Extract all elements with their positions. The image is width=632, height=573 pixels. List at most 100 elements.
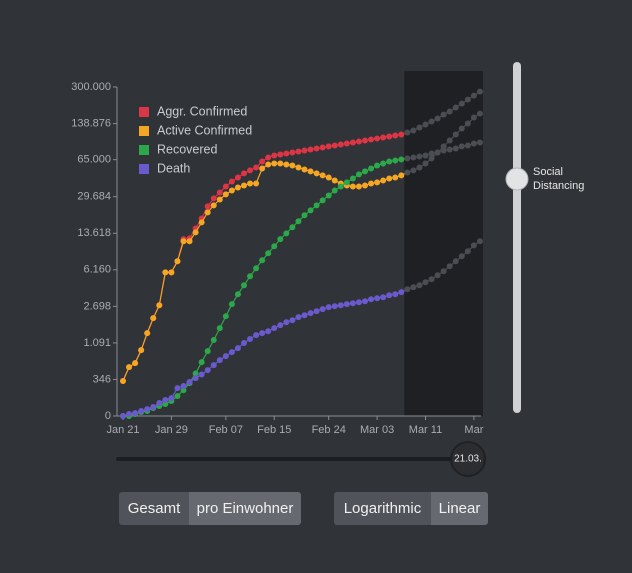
button[interactable]: Logarithmic <box>334 492 431 525</box>
data-point <box>156 400 163 407</box>
data-point <box>144 330 151 337</box>
data-point <box>222 353 229 360</box>
legend-label: Recovered <box>157 142 217 156</box>
data-point <box>174 258 181 265</box>
data-point <box>386 292 393 299</box>
data-point <box>349 300 356 307</box>
data-point <box>301 212 308 219</box>
data-point <box>392 132 399 139</box>
data-point <box>464 142 471 149</box>
data-point <box>422 121 429 128</box>
data-point <box>374 135 381 142</box>
data-point <box>355 183 362 190</box>
data-point <box>289 162 296 169</box>
x-tick-label: Mar <box>464 424 483 436</box>
slider-track <box>513 62 521 413</box>
button[interactable]: pro Einwohner <box>189 492 301 525</box>
x-tick-label: Mar 11 <box>409 424 442 436</box>
data-point <box>319 172 326 179</box>
data-point <box>362 137 368 144</box>
data-point <box>392 174 399 181</box>
data-point <box>452 145 459 152</box>
data-point <box>198 359 205 366</box>
data-point <box>470 114 477 121</box>
data-point <box>210 362 217 369</box>
data-point <box>192 375 199 382</box>
data-point <box>222 313 229 320</box>
data-point <box>337 183 344 190</box>
data-point <box>343 301 350 308</box>
data-point <box>150 404 157 411</box>
data-point <box>307 146 314 153</box>
data-point <box>126 364 133 371</box>
data-point <box>470 92 477 99</box>
data-point <box>428 276 435 283</box>
y-tick-label: 346 <box>93 373 111 385</box>
data-point <box>416 153 423 160</box>
data-point <box>380 134 387 141</box>
data-point <box>355 138 362 145</box>
data-point <box>138 347 145 354</box>
data-point <box>476 110 483 117</box>
data-point <box>325 143 332 150</box>
legend-swatch <box>139 164 149 174</box>
data-point <box>446 108 453 115</box>
data-point <box>277 160 284 167</box>
data-point <box>222 191 229 198</box>
data-point <box>476 139 483 146</box>
data-point <box>464 120 471 127</box>
data-point <box>241 339 247 346</box>
data-point <box>362 298 368 305</box>
data-point <box>452 258 459 265</box>
data-point <box>259 165 266 172</box>
data-point <box>434 272 441 279</box>
data-point <box>277 236 284 243</box>
button[interactable]: Gesamt <box>119 492 189 525</box>
data-point <box>458 143 465 150</box>
y-tick-label: 2.698 <box>83 300 111 312</box>
data-point <box>277 151 284 158</box>
time-knob[interactable] <box>450 441 486 477</box>
slider-knob[interactable] <box>505 167 529 191</box>
data-point <box>204 203 211 210</box>
data-point <box>228 178 235 185</box>
data-point <box>458 125 465 132</box>
data-point <box>283 319 290 326</box>
data-point <box>216 357 223 364</box>
data-point <box>241 282 247 289</box>
data-point <box>410 127 417 134</box>
data-point <box>325 192 332 199</box>
data-point <box>180 383 187 390</box>
data-point <box>440 268 447 275</box>
data-point <box>404 129 411 136</box>
data-point <box>464 96 471 103</box>
data-point <box>277 322 284 329</box>
data-point <box>422 152 429 159</box>
button[interactable]: Linear <box>431 492 488 525</box>
data-point <box>168 269 175 276</box>
data-point <box>132 410 139 417</box>
data-point <box>234 291 241 298</box>
data-point <box>337 302 344 309</box>
data-point <box>126 410 133 417</box>
slider-label: Social Distancing <box>533 166 585 192</box>
data-point <box>283 150 290 157</box>
data-point <box>349 175 356 182</box>
data-point <box>265 154 272 161</box>
data-point <box>368 296 375 303</box>
data-point <box>271 160 278 167</box>
data-point <box>410 167 417 174</box>
data-point <box>428 155 435 162</box>
data-point <box>234 174 241 181</box>
data-point <box>186 238 193 245</box>
data-point <box>416 124 423 131</box>
data-point <box>337 141 344 148</box>
data-point <box>253 265 260 272</box>
data-point <box>259 330 266 337</box>
data-point <box>319 144 326 151</box>
data-point <box>156 302 163 309</box>
data-point <box>416 164 423 171</box>
data-point <box>265 161 272 168</box>
